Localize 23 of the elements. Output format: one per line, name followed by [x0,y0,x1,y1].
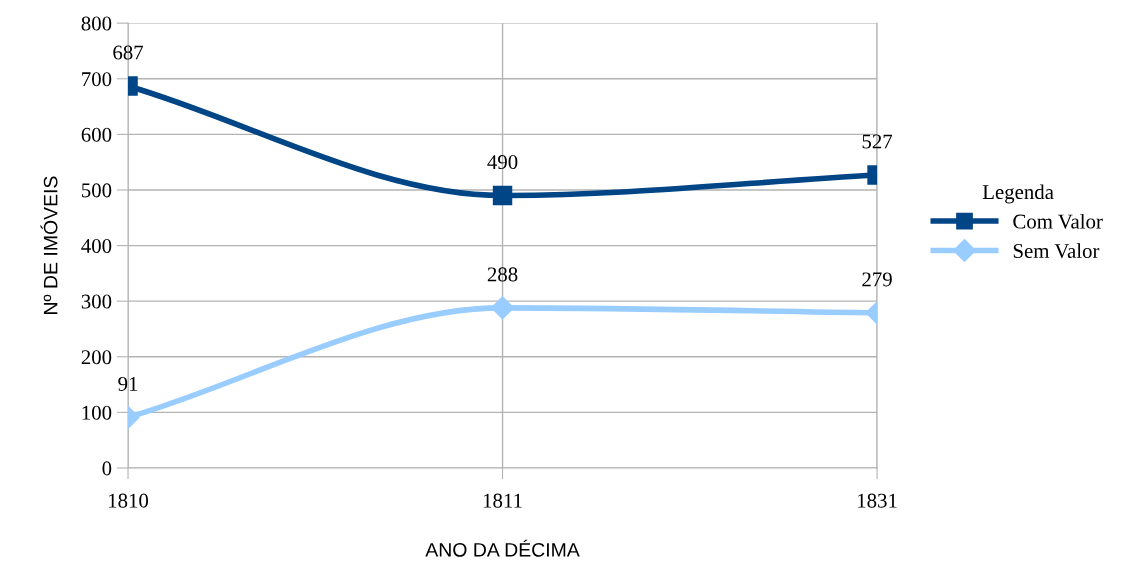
y-tick-label: 500 [82,183,112,198]
legend-title: Legenda [982,184,1054,204]
y-tick-label: 800 [81,16,112,31]
x-axis-title: ANO DA DÉCIMA [425,539,580,557]
x-tick-label: 1810 [109,493,149,508]
data-label: 687 [113,45,144,60]
y-tick-label: 0 [102,461,112,476]
x-tick-label: 1831 [858,493,897,508]
legend-label: Sem Valor [1013,243,1100,259]
y-axis-title: Nº DE IMÓVEIS [40,176,58,314]
data-label: 527 [862,134,893,149]
y-tick-label: 400 [81,238,112,254]
x-tick-label: 1811 [483,493,522,508]
y-tick-label: 200 [81,350,112,365]
y-tick-label: 100 [82,405,112,420]
legend-label: Com Valor [1013,213,1103,229]
data-label: 490 [487,155,518,170]
y-tick-label: 700 [82,72,112,87]
data-label: 91 [118,376,138,391]
data-label: 279 [862,272,892,287]
y-tick-label: 600 [81,127,112,142]
data-label: 288 [487,267,518,282]
y-tick-label: 300 [81,294,112,309]
